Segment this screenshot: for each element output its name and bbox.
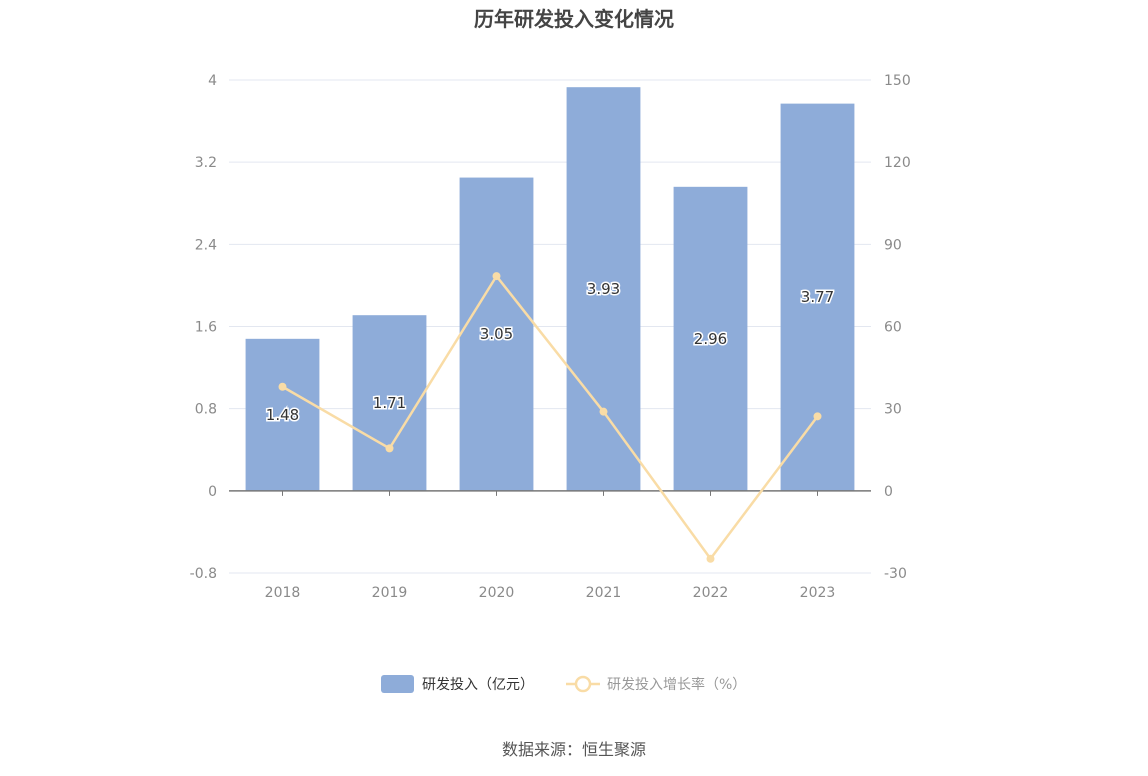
- left-tick-label: 3.2: [195, 155, 217, 171]
- left-tick-label: 0.8: [195, 402, 217, 418]
- left-axis: -0.8 0 0.8 1.6 2.4 3.2 4: [190, 73, 217, 582]
- growth-point: [813, 412, 822, 421]
- bar: [780, 103, 855, 491]
- right-tick-label: 60: [884, 320, 902, 336]
- bar: [352, 315, 427, 491]
- right-tick-label: -30: [884, 566, 907, 582]
- legend-bar-swatch: [381, 675, 414, 693]
- x-tick-label: 2021: [586, 585, 622, 601]
- x-axis: [229, 490, 871, 496]
- line-series: [278, 272, 822, 563]
- left-tick-label: -0.8: [190, 566, 217, 582]
- bar-labels: 1.48 1.71 3.05 3.93 2.96 3.77: [264, 279, 835, 426]
- growth-line: [281, 274, 819, 561]
- growth-point: [599, 407, 608, 416]
- bar-value-label: 1.71: [373, 394, 406, 412]
- legend-line-marker: [574, 675, 592, 693]
- left-tick-label: 0: [208, 484, 217, 500]
- right-tick-label: 120: [884, 155, 911, 171]
- bar-series: [245, 87, 855, 491]
- growth-point: [706, 554, 715, 563]
- x-axis-labels: 2018 2019 2020 2021 2022 2023: [265, 585, 836, 601]
- legend-bar-label: 研发投入（亿元）: [422, 677, 534, 693]
- bar: [245, 338, 320, 491]
- right-tick-label: 0: [884, 484, 893, 500]
- bar: [459, 177, 534, 491]
- legend-line-label: 研发投入增长率（%）: [607, 676, 746, 693]
- bar: [566, 87, 641, 491]
- growth-point: [385, 444, 394, 453]
- right-tick-label: 90: [884, 237, 902, 253]
- bar-value-label: 3.77: [801, 288, 834, 306]
- bar-value-label: 3.93: [587, 280, 620, 298]
- left-tick-label: 2.4: [195, 237, 217, 253]
- x-tick-label: 2020: [479, 585, 515, 601]
- x-tick-label: 2023: [800, 585, 836, 601]
- legend-item-bar[interactable]: 研发投入（亿元）: [381, 675, 534, 693]
- chart-title: 历年研发投入变化情况: [474, 7, 674, 31]
- x-tick-label: 2018: [265, 585, 301, 601]
- right-tick-label: 150: [884, 73, 911, 89]
- x-tick-label: 2022: [693, 585, 729, 601]
- bar-value-label: 1.48: [266, 406, 299, 424]
- left-tick-label: 1.6: [195, 320, 217, 336]
- right-axis: -30 0 30 60 90 120 150: [884, 73, 911, 582]
- right-tick-label: 30: [884, 402, 902, 418]
- growth-point: [278, 382, 287, 391]
- x-tick-label: 2019: [372, 585, 408, 601]
- bar: [673, 186, 748, 491]
- growth-point: [492, 272, 501, 281]
- legend: 研发投入（亿元） 研发投入增长率（%）: [381, 675, 746, 693]
- data-source: 数据来源：恒生聚源: [502, 740, 646, 759]
- bar-value-label: 2.96: [694, 330, 727, 348]
- bar-value-label: 3.05: [480, 325, 513, 343]
- grid-lines: [229, 79, 871, 574]
- left-tick-label: 4: [208, 73, 217, 89]
- legend-item-line[interactable]: 研发投入增长率（%）: [566, 675, 746, 693]
